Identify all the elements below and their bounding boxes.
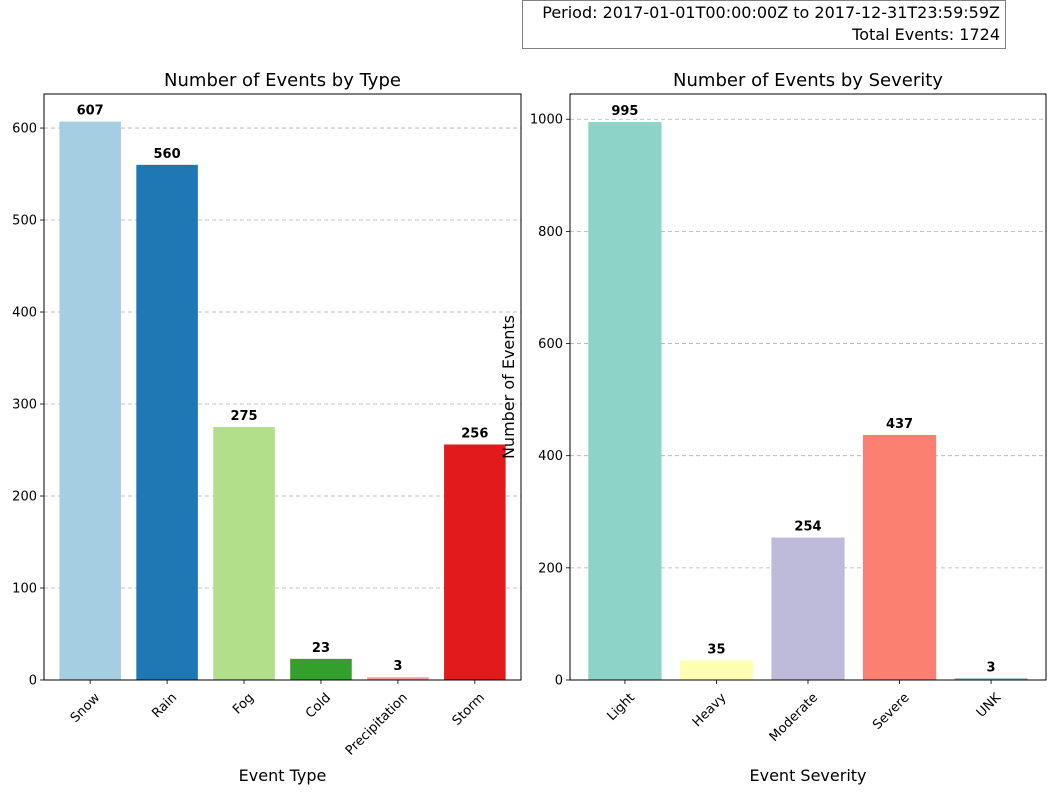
x-tick-label-heavy: Heavy <box>690 690 730 730</box>
bar-snow <box>59 121 121 680</box>
y-tick-label-800: 800 <box>538 225 563 240</box>
x-tick-label-cold: Cold <box>303 690 334 721</box>
x-axis-label: Event Type <box>239 766 327 785</box>
plot-frame <box>43 93 522 681</box>
value-label-light: 995 <box>611 104 638 119</box>
bar-moderate <box>771 537 845 680</box>
period-text: Period: 2017-01-01T00:00:00Z to 2017-12-… <box>542 3 1000 22</box>
summary-box: Period: 2017-01-01T00:00:00Z to 2017-12-… <box>522 0 1006 49</box>
bar-storm <box>444 444 506 680</box>
bar-severe <box>862 434 937 680</box>
value-label-snow: 607 <box>77 104 104 119</box>
y-tick-label-200: 200 <box>538 561 563 576</box>
y-tick-label-600: 600 <box>538 337 563 352</box>
y-axis-label: Number of Events <box>499 315 518 459</box>
chart-title: Number of Events by Severity <box>673 70 943 91</box>
bar-heavy <box>679 660 754 680</box>
bar-light <box>588 122 662 681</box>
x-tick-label-snow: Snow <box>68 690 104 726</box>
y-tick-label-200: 200 <box>12 490 37 505</box>
y-tick-label-300: 300 <box>12 398 37 413</box>
x-tick-label-rain: Rain <box>149 690 180 721</box>
x-tick-label-light: Light <box>604 690 638 724</box>
y-tick-label-100: 100 <box>12 582 37 597</box>
chart-title: Number of Events by Type <box>164 70 401 91</box>
y-tick-label-600: 600 <box>12 122 37 137</box>
bar-rain <box>136 164 198 681</box>
bar-cold <box>290 658 352 680</box>
y-tick-label-0: 0 <box>555 674 563 689</box>
value-label-unk: 3 <box>987 660 996 675</box>
x-axis-label: Event Severity <box>750 766 867 785</box>
chart-events-by-type: 607 Snow 560 Rain 275 Fog 23 Cold 3 Precipitation… <box>12 70 522 785</box>
total-events-text: Total Events: 1724 <box>852 25 1000 44</box>
value-label-moderate: 254 <box>794 520 821 535</box>
y-tick-label-400: 400 <box>538 449 563 464</box>
bar-precipitation <box>367 677 429 680</box>
x-tick-label-storm: Storm <box>450 690 488 728</box>
x-tick-label-severe: Severe <box>870 690 912 732</box>
x-tick-label-fog: Fog <box>230 690 257 717</box>
chart-events-by-severity: 995 Light 35 Heavy 254 Moderate 437 Severe 3 UNK 0… <box>499 70 1047 785</box>
value-label-storm: 256 <box>461 426 488 441</box>
value-label-heavy: 35 <box>707 642 725 657</box>
x-tick-label-unk: UNK <box>974 690 1005 721</box>
x-tick-label-precipitation: Precipitation <box>343 690 411 758</box>
y-tick-label-500: 500 <box>12 214 37 229</box>
value-label-cold: 23 <box>312 641 330 656</box>
y-tick-label-0: 0 <box>29 674 37 689</box>
bar-fog <box>213 427 275 680</box>
x-tick-label-moderate: Moderate <box>767 690 821 744</box>
plot-frame <box>569 93 1047 681</box>
value-label-rain: 560 <box>154 147 181 162</box>
y-tick-label-400: 400 <box>12 306 37 321</box>
value-label-severe: 437 <box>886 417 913 432</box>
y-tick-label-1000: 1000 <box>530 113 563 128</box>
bar-unk <box>954 678 1028 680</box>
value-label-fog: 275 <box>230 409 257 424</box>
value-label-precipitation: 3 <box>393 659 402 674</box>
